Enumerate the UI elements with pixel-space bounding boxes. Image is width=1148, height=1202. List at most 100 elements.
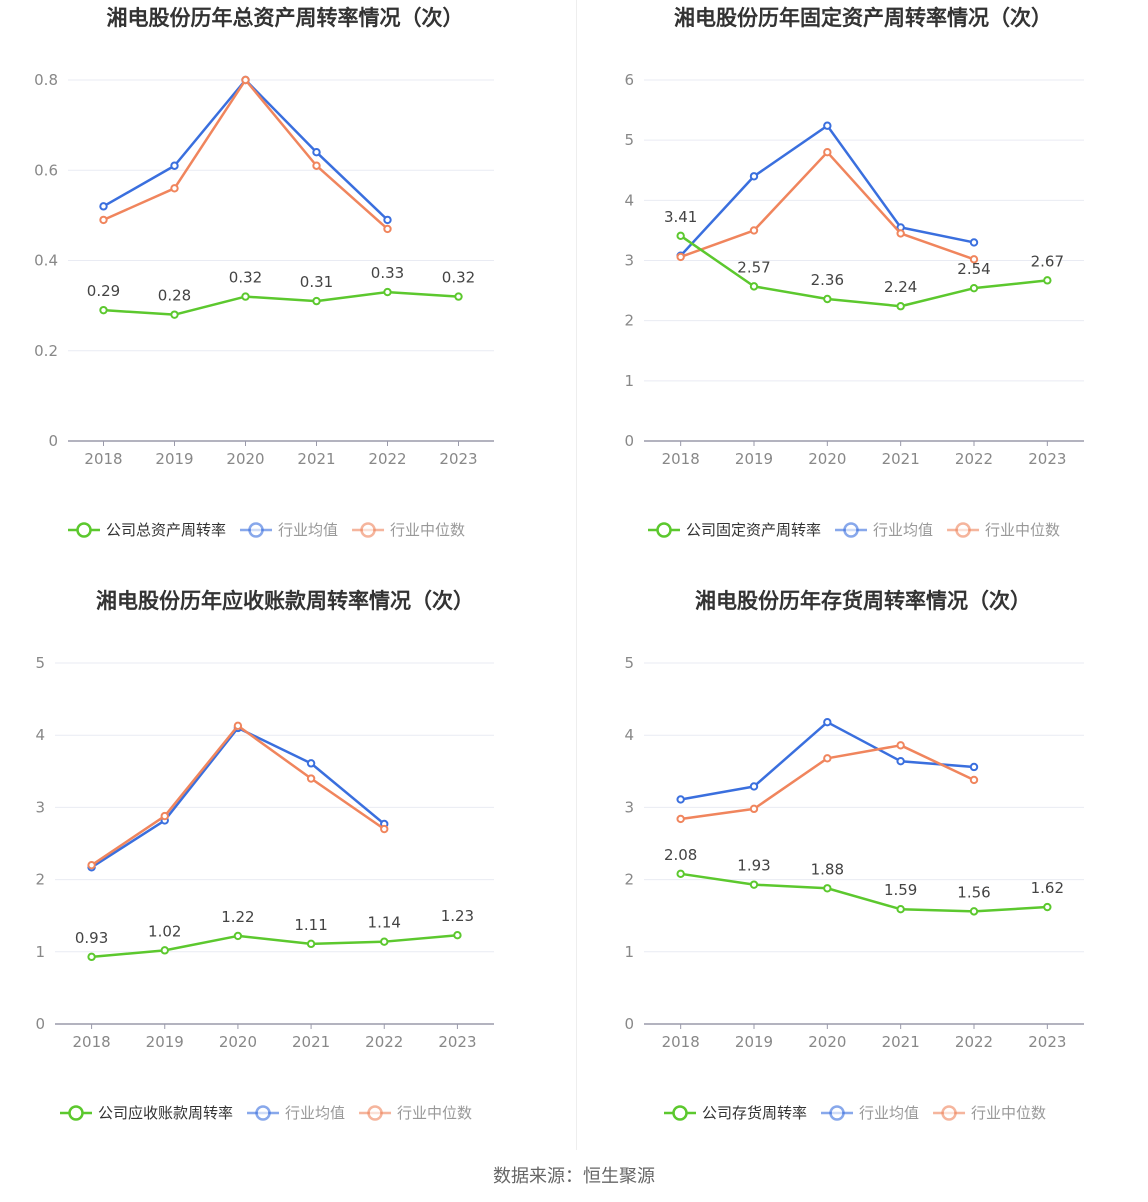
legend-label-industry-median: 行业中位数 (390, 521, 465, 539)
data-point-industry-median (749, 226, 759, 235)
y-tick-label: 5 (35, 654, 45, 672)
data-label: 1.56 (957, 883, 990, 901)
series-line-industry-median (90, 724, 385, 867)
data-point-industry-median (969, 255, 979, 264)
legend-marker-company (76, 522, 92, 538)
data-label: 1.14 (368, 914, 401, 932)
series-line-company (679, 234, 1048, 308)
series-line-industry-avg (102, 78, 389, 221)
data-point-company (676, 231, 685, 241)
data-label: 1.23 (441, 907, 474, 925)
data-label: 2.24 (884, 278, 917, 296)
data-point-industry-median (170, 184, 179, 193)
data-point-industry-median (383, 224, 392, 234)
x-tick-label: 2019 (735, 450, 773, 468)
data-point-industry-avg (383, 215, 392, 225)
chart-panel-inventory-turnover: 湘电股份历年存货周转率情况（次） 0 1 2 3 4 5 2018 2019 2020 2021 20… (578, 583, 1148, 1163)
data-label: 1.02 (148, 922, 181, 940)
data-point-industry-median (87, 860, 96, 870)
data-point-industry-avg (896, 756, 905, 766)
data-label: 1.59 (884, 881, 917, 899)
data-label: 0.32 (229, 269, 262, 287)
data-point-industry-avg (969, 762, 979, 772)
data-label: 0.32 (442, 269, 475, 287)
series-line-company (680, 872, 1048, 913)
y-tick-label: 0 (48, 432, 58, 450)
x-tick-label: 2022 (365, 1033, 403, 1051)
chart-total-asset-turnover: 湘电股份历年总资产周转率情况（次） 0 0.2 0.4 0.6 0.8 2018 2019 20… (34, 6, 494, 539)
data-source-label: 数据来源：恒生聚源 (493, 1166, 655, 1187)
data-point-industry-median (823, 754, 832, 763)
legend-label-company: 公司应收账款周转率 (98, 1104, 233, 1122)
legend-marker-company (68, 1105, 84, 1121)
data-point-company (233, 931, 243, 941)
data-point-company (453, 930, 462, 940)
x-tick-label: 2021 (292, 1033, 330, 1051)
y-tick-label: 0 (35, 1015, 45, 1033)
legend-label-industry-median: 行业中位数 (971, 1104, 1046, 1122)
data-point-industry-median (969, 775, 979, 785)
data-point-company (380, 937, 389, 946)
chart-fixed-asset-turnover: 湘电股份历年固定资产周转率情况（次） 0 1 2 3 4 5 6 2018 2019 2020 202… (624, 6, 1084, 539)
legend-label-industry-avg: 行业均值 (873, 521, 933, 539)
data-point-industry-avg (969, 238, 979, 247)
y-tick-label: 1 (624, 372, 634, 390)
y-tick-label: 5 (624, 654, 634, 672)
data-point-company (99, 305, 108, 315)
x-tick-label: 2023 (439, 450, 477, 468)
data-label: 0.31 (300, 273, 333, 291)
y-tick-label: 0.4 (34, 252, 58, 270)
data-point-company (823, 294, 832, 304)
data-label: 0.28 (158, 287, 191, 305)
y-tick-label: 3 (624, 798, 634, 816)
x-tick-label: 2019 (146, 1033, 184, 1051)
data-point-company (454, 292, 463, 301)
chart-panel-receivables-turnover: 湘电股份历年应收账款周转率情况（次） 0 1 2 3 4 5 2018 2019 2020 2021… (0, 583, 570, 1163)
data-point-company (676, 869, 685, 879)
data-point-industry-median (749, 804, 759, 814)
data-point-industry-median (312, 161, 321, 170)
data-point-industry-median (306, 774, 316, 783)
y-tick-label: 1 (35, 943, 45, 961)
legend-marker-industry-avg (248, 522, 264, 538)
y-tick-label: 4 (624, 191, 634, 209)
data-point-industry-median (233, 721, 243, 731)
data-point-company (896, 905, 905, 914)
legend-label-industry-median: 行业中位数 (985, 521, 1060, 539)
data-point-company (87, 952, 96, 962)
data-point-company (1043, 276, 1052, 285)
y-tick-label: 4 (624, 726, 634, 744)
x-tick-label: 2018 (662, 450, 700, 468)
series-line-industry-median (680, 150, 975, 261)
x-tick-label: 2022 (955, 450, 993, 468)
legend-label-company: 公司固定资产周转率 (686, 521, 821, 539)
chart-title: 湘电股份历年总资产周转率情况（次） (107, 6, 464, 30)
data-label: 1.11 (294, 916, 327, 934)
series-line-industry-avg (679, 124, 975, 257)
data-point-industry-avg (823, 121, 832, 130)
legend-label-company: 公司总资产周转率 (106, 521, 226, 539)
data-label: 2.57 (737, 258, 770, 276)
data-point-company (749, 282, 759, 291)
data-point-industry-median (676, 252, 685, 262)
legend-marker-company (656, 522, 672, 538)
chart-inventory-turnover: 湘电股份历年存货周转率情况（次） 0 1 2 3 4 5 2018 2019 2020 2021 20… (624, 589, 1084, 1122)
data-label: 0.93 (75, 929, 108, 947)
chart-panel-fixed-asset-turnover: 湘电股份历年固定资产周转率情况（次） 0 1 2 3 4 5 6 2018 2019 2020 202… (578, 0, 1148, 580)
data-point-industry-median (823, 148, 832, 157)
data-point-company (1043, 902, 1052, 912)
legend-marker-industry-avg (829, 1105, 845, 1121)
x-tick-label: 2018 (84, 450, 122, 468)
x-tick-label: 2022 (368, 450, 406, 468)
y-tick-label: 2 (624, 871, 634, 889)
x-tick-label: 2021 (297, 450, 335, 468)
legend-label-company: 公司存货周转率 (702, 1104, 807, 1122)
data-point-industry-avg (306, 759, 316, 768)
data-label: 2.08 (664, 846, 697, 864)
series-line-company (103, 290, 459, 316)
y-tick-label: 0.8 (34, 71, 58, 89)
series-line-company (91, 933, 458, 959)
x-tick-label: 2018 (662, 1033, 700, 1051)
x-tick-label: 2020 (219, 1033, 257, 1051)
data-point-company (241, 292, 250, 301)
